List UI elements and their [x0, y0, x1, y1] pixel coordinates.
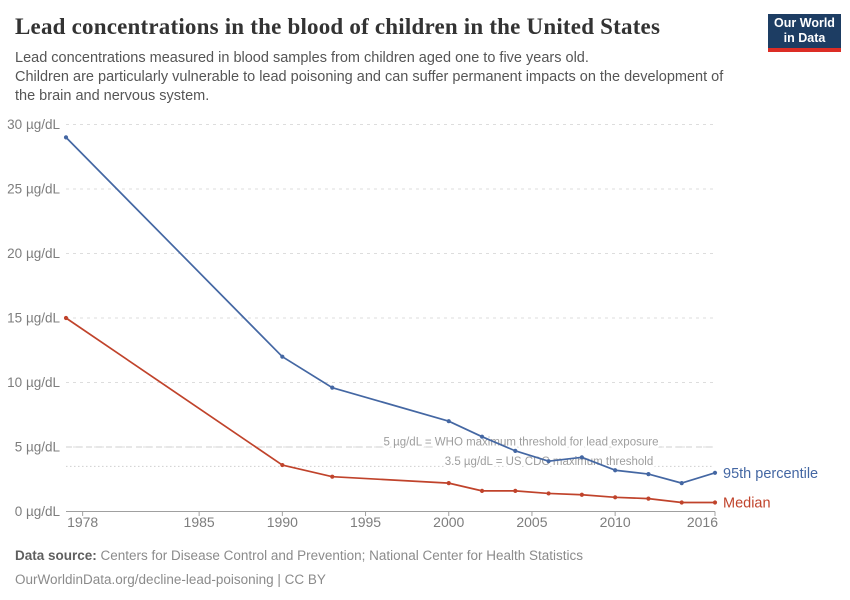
data-point[interactable] [446, 419, 451, 424]
series-line-95th-percentile[interactable] [65, 136, 716, 484]
y-axis-tick-label: 0 µg/dL [15, 504, 61, 519]
data-point[interactable] [280, 354, 285, 359]
threshold-label: 5 µg/dL = WHO maximum threshold for lead… [384, 437, 659, 449]
x-axis-tick-label: 1978 [67, 514, 98, 530]
data-point[interactable] [579, 455, 584, 460]
y-axis-tick-label: 30 µg/dL [7, 117, 60, 132]
data-point[interactable] [479, 434, 485, 439]
y-axis-tick-label: 20 µg/dL [7, 246, 60, 261]
x-axis-tick-label: 1995 [350, 514, 381, 530]
subtitle-line: the brain and nervous system. [15, 88, 210, 104]
data-source-text: Centers for Disease Control and Preventi… [96, 548, 584, 563]
subtitle-line: Lead concentrations measured in blood sa… [15, 50, 589, 66]
x-axis-tick-label: 2005 [516, 514, 547, 530]
y-axis-tick-label: 25 µg/dL [7, 182, 60, 197]
data-point[interactable] [446, 481, 451, 486]
series-end-label: 95th percentile [723, 466, 818, 482]
data-point[interactable] [613, 495, 618, 500]
data-point[interactable] [646, 496, 651, 501]
data-point[interactable] [679, 500, 684, 505]
data-point[interactable] [513, 448, 518, 453]
page-title: Lead concentrations in the blood of chil… [15, 14, 661, 39]
data-point[interactable] [579, 492, 584, 497]
x-axis-tick-label: 1990 [267, 514, 298, 530]
owid-logo-line2: in Data [783, 31, 826, 45]
series-end-label: Median [723, 495, 771, 511]
data-point[interactable] [679, 481, 684, 486]
data-point[interactable] [712, 500, 718, 505]
x-axis-tick-label: 2016 [687, 514, 718, 530]
series-line-median[interactable] [65, 317, 716, 504]
data-point[interactable] [330, 474, 335, 479]
data-point[interactable] [546, 459, 551, 464]
data-point[interactable] [513, 488, 518, 493]
y-axis-tick-label: 5 µg/dL [15, 440, 61, 455]
data-point[interactable] [280, 462, 285, 468]
data-point[interactable] [330, 385, 335, 390]
owid-logo-line1: Our World [774, 16, 835, 30]
chart-footer: Data source: Centers for Disease Control… [15, 544, 835, 592]
data-point[interactable] [613, 468, 618, 473]
subtitle-line: Children are particularly vulnerable to … [15, 69, 724, 85]
data-point[interactable] [646, 471, 651, 477]
citation-link[interactable]: OurWorldinData.org/decline-lead-poisonin… [15, 572, 326, 587]
x-axis-tick-label: 1985 [184, 514, 215, 530]
x-axis-tick-label: 2010 [600, 514, 631, 530]
owid-logo[interactable]: Our World in Data [768, 14, 841, 52]
data-source-label: Data source: [15, 548, 97, 563]
y-axis-tick-label: 15 µg/dL [7, 311, 60, 326]
data-point[interactable] [63, 135, 69, 140]
data-point[interactable] [479, 488, 485, 493]
chart-subtitle: Lead concentrations measured in blood sa… [15, 49, 765, 106]
data-source-line: Data source: Centers for Disease Control… [15, 544, 835, 568]
data-point[interactable] [546, 491, 551, 496]
x-axis-tick-label: 2000 [433, 514, 464, 530]
y-axis-tick-label: 10 µg/dL [7, 375, 60, 390]
data-point[interactable] [712, 470, 718, 475]
data-point[interactable] [63, 315, 69, 321]
